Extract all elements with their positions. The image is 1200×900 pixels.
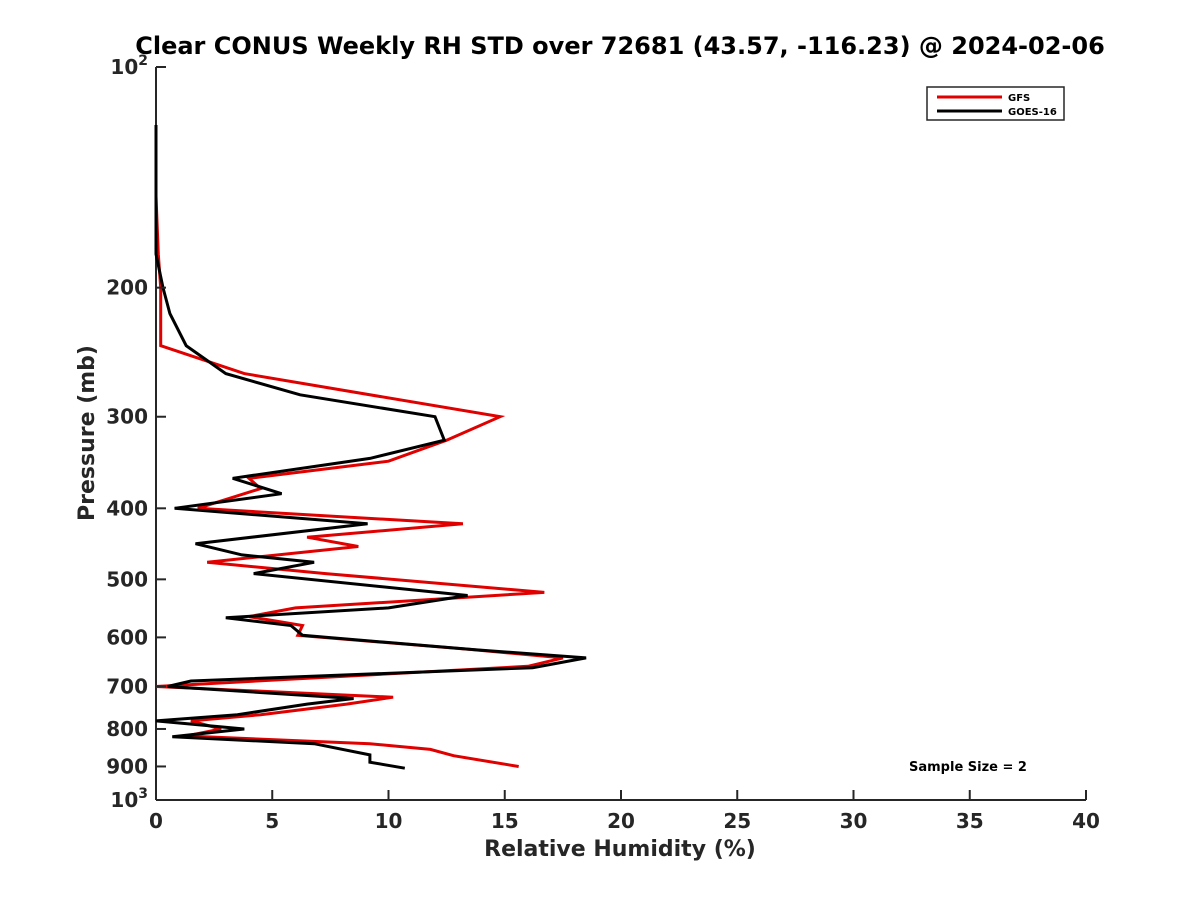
sample-size-annotation: Sample Size = 2: [909, 760, 1027, 775]
x-tick-label: 30: [840, 809, 868, 833]
legend: GFS GOES-16: [926, 86, 1065, 121]
y-tick-label: 400: [106, 496, 148, 520]
series-line-goes-16: [154, 125, 587, 770]
x-tick-label: 0: [149, 809, 163, 833]
series-line-gfs: [154, 125, 564, 768]
y-tick-label: 200: [106, 276, 148, 300]
y-tick-label: 300: [106, 405, 148, 429]
x-axis-label: Relative Humidity (%): [484, 837, 756, 862]
y-tick-label: 900: [106, 754, 148, 778]
legend-box: [926, 86, 1065, 121]
x-tick-label: 10: [375, 809, 403, 833]
chart-title: Clear CONUS Weekly RH STD over 72681 (43…: [135, 32, 1105, 60]
x-tick-label: 20: [607, 809, 635, 833]
y-tick-exponent: 3: [138, 786, 148, 802]
y-tick-exponent: 2: [138, 53, 148, 69]
y-tick-label: 600: [106, 625, 148, 649]
x-tick-label: 5: [265, 809, 279, 833]
x-tick-label: 25: [723, 809, 751, 833]
x-tick-label: 35: [956, 809, 984, 833]
series-layer: [154, 125, 587, 770]
y-tick-label: 800: [106, 717, 148, 741]
x-tick-label: 40: [1072, 809, 1100, 833]
x-tick-label: 15: [491, 809, 519, 833]
x-axis-ticks: 0 5 10 15 20 25 30 35 40: [149, 790, 1100, 833]
y-tick-label: 700: [106, 674, 148, 698]
legend-label-gfs: GFS: [1008, 93, 1030, 104]
legend-label-goes-16: GOES-16: [1008, 107, 1057, 118]
y-tick-label: 500: [106, 567, 148, 591]
y-axis-label: Pressure (mb): [75, 345, 100, 521]
